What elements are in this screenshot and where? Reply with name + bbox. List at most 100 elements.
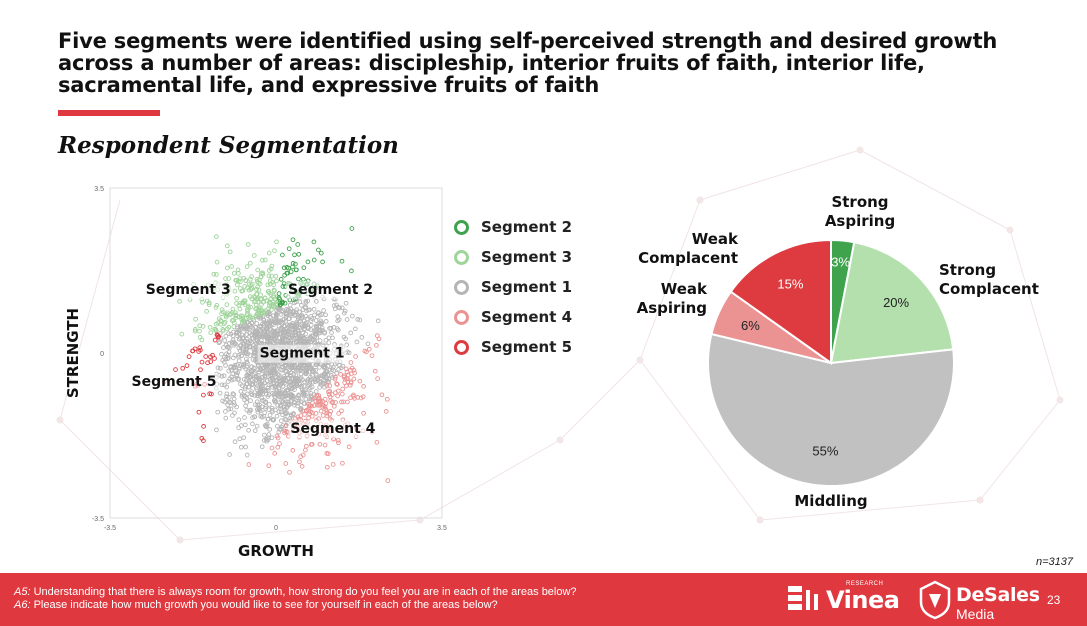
- scatter-point: [321, 364, 327, 369]
- scatter-point: [339, 258, 345, 264]
- scatter-point: [327, 326, 332, 331]
- scatter-point: [275, 371, 281, 377]
- scatter-point: [270, 391, 275, 396]
- scatter-point: [246, 427, 251, 433]
- scatter-point: [240, 340, 246, 345]
- scatter-point: [244, 264, 250, 269]
- scatter-point: [283, 461, 289, 466]
- scatter-point: [224, 312, 230, 317]
- scatter-point: [341, 334, 347, 340]
- scatter-point: [230, 391, 236, 397]
- scatter-point: [252, 350, 257, 355]
- scatter-point: [287, 372, 293, 378]
- legend-item: Segment 2: [454, 212, 572, 242]
- scatter-point: [242, 302, 248, 307]
- x-tick-right: 3.5: [437, 525, 447, 532]
- scatter-point: [239, 320, 245, 325]
- scatter-point: [357, 317, 363, 323]
- scatter-point: [204, 309, 209, 314]
- scatter-point: [268, 266, 274, 272]
- scatter-point: [236, 425, 242, 430]
- scatter-point: [335, 437, 341, 443]
- legend-item: Segment 4: [454, 302, 572, 332]
- scatter-point: [254, 321, 260, 326]
- scatter-point: [193, 316, 198, 322]
- scatter-point: [226, 368, 232, 374]
- scatter-point: [227, 452, 232, 457]
- scatter-point: [266, 432, 272, 437]
- scatter-point: [249, 274, 254, 279]
- scatter-point: [215, 334, 221, 340]
- scatter-point: [359, 335, 365, 340]
- scatter-point: [304, 338, 309, 343]
- x-axis-label: GROWTH: [238, 542, 314, 560]
- scatter-point: [266, 382, 272, 388]
- scatter-point: [242, 386, 248, 392]
- scatter-point: [301, 401, 307, 406]
- scatter-point: [316, 247, 321, 253]
- scatter-point: [247, 330, 253, 336]
- scatter-point: [259, 398, 265, 403]
- scatter-point: [244, 381, 249, 387]
- sample-size: n=3137: [1035, 556, 1073, 568]
- scatter-point: [278, 367, 284, 373]
- scatter-point: [232, 288, 238, 294]
- desales-shield-icon: [919, 580, 951, 620]
- legend-ring-icon: [454, 219, 469, 235]
- scatter-point: [239, 288, 245, 294]
- y-tick-top: 3.5: [94, 186, 104, 193]
- desales-wordmark: DeSales: [956, 584, 1040, 606]
- scatter-point: [349, 268, 354, 274]
- scatter-point: [207, 391, 213, 397]
- scatter-point: [258, 296, 264, 302]
- scatter-point: [321, 374, 327, 380]
- segment-label-bg: [288, 420, 378, 439]
- scatter-point: [285, 401, 290, 407]
- vinea-wordmark: Vinea: [826, 586, 900, 614]
- scatter-point: [326, 335, 332, 341]
- scatter-point: [180, 365, 186, 371]
- y-tick-bottom: -3.5: [92, 516, 104, 523]
- scatter-point: [248, 398, 253, 403]
- scatter-point: [211, 271, 217, 277]
- scatter-point: [269, 435, 275, 441]
- scatter-point: [284, 265, 290, 270]
- legend-item: Segment 3: [454, 242, 572, 272]
- scatter-point: [339, 408, 344, 414]
- legend-ring-icon: [454, 339, 469, 355]
- scatter-point: [278, 319, 283, 325]
- scatter-point: [357, 378, 363, 384]
- scatter-point: [283, 377, 289, 383]
- pie-category-label: Middling: [794, 492, 867, 510]
- scatter-point: [308, 322, 314, 328]
- scatter-point: [360, 394, 366, 400]
- scatter-point: [284, 306, 289, 312]
- scatter-point: [323, 401, 329, 406]
- scatter-point: [224, 394, 229, 400]
- scatter-point: [224, 397, 230, 402]
- scatter-point: [294, 319, 300, 325]
- scatter-point: [311, 239, 317, 245]
- scatter-point: [248, 276, 253, 282]
- scatter-point: [223, 333, 229, 339]
- scatter-point: [237, 306, 243, 312]
- scatter-point: [321, 308, 326, 313]
- scatter-point: [197, 334, 203, 340]
- scatter-point: [255, 409, 261, 415]
- scatter-point: [335, 393, 341, 399]
- scatter-point: [347, 382, 353, 388]
- scatter-point: [241, 364, 247, 369]
- scatter-point: [303, 299, 309, 304]
- scatter-point: [282, 428, 288, 434]
- scatter-point: [279, 340, 285, 345]
- scatter-point: [260, 299, 266, 305]
- scatter-point: [355, 395, 361, 400]
- scatter-point: [223, 415, 229, 421]
- scatter-point: [290, 448, 296, 453]
- scatter-point: [275, 444, 281, 450]
- legend-item: Segment 1: [454, 272, 572, 302]
- scatter-point: [249, 389, 254, 394]
- scatter-point: [219, 382, 225, 388]
- scatter-point: [173, 367, 178, 372]
